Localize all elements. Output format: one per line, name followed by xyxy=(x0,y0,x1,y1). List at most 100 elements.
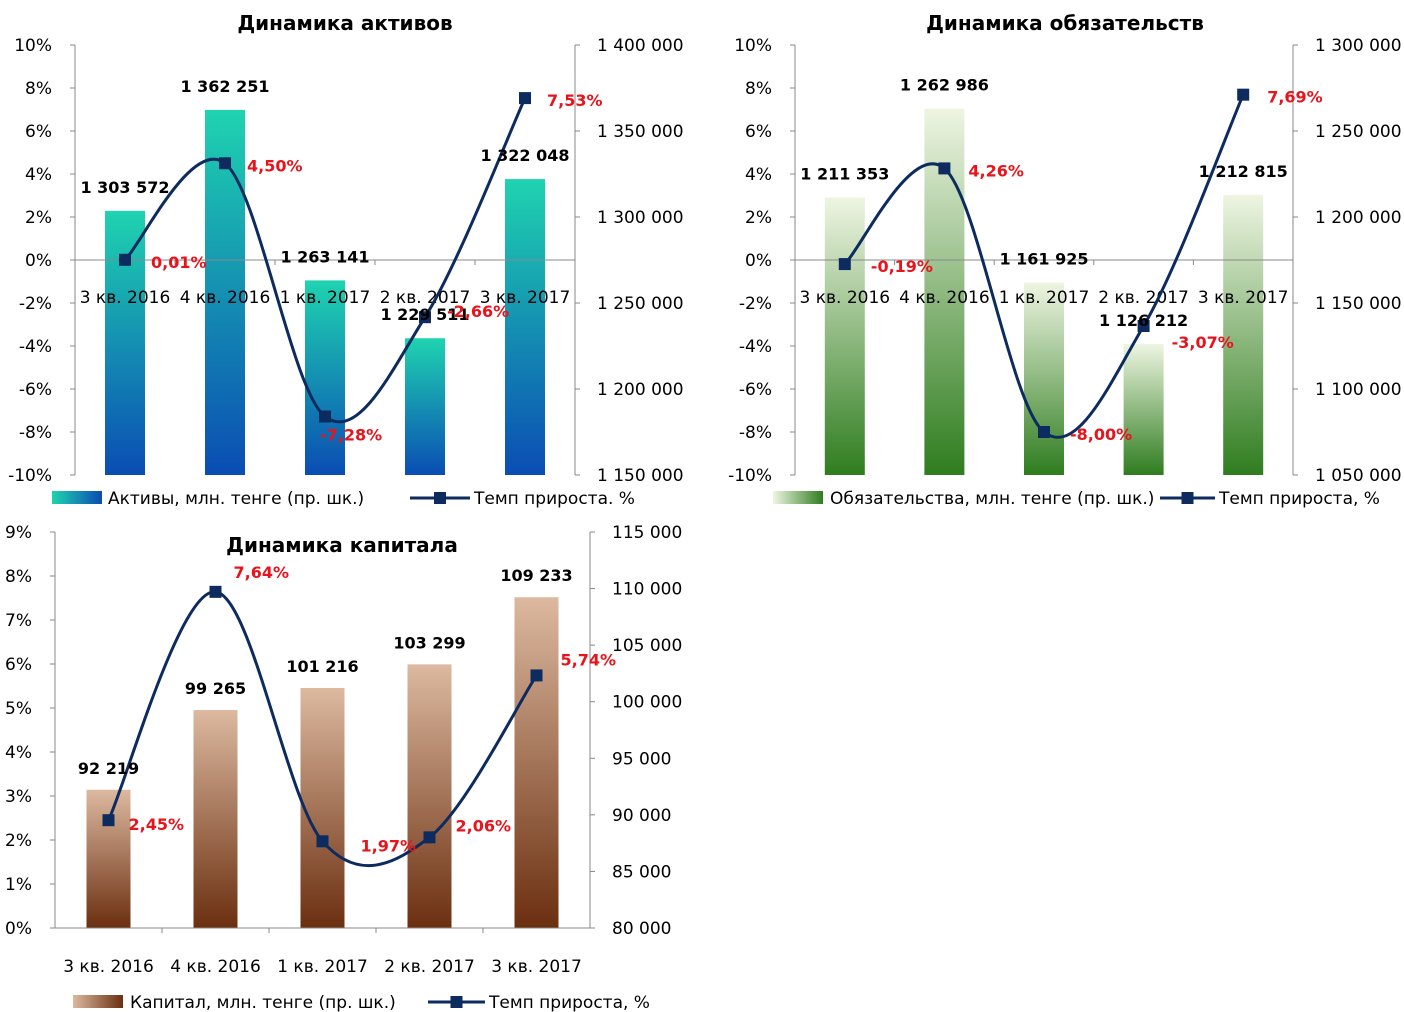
left-tick-label: 0% xyxy=(5,919,32,939)
right-tick-label: 110 000 xyxy=(612,580,682,600)
growth-value-label: 1,97% xyxy=(361,836,417,855)
category-label: 2 кв. 2017 xyxy=(380,288,471,308)
left-tick-label: 1% xyxy=(5,875,32,895)
left-tick-label: 4% xyxy=(745,165,772,185)
assets-chart-panel: Динамика активов -10% -8% -6% -4% -2% 0% 2% 4% 6%… xyxy=(0,0,700,515)
right-tick-label: 100 000 xyxy=(612,693,682,713)
bar-value-label: 1 161 925 xyxy=(999,249,1088,268)
growth-value-label: 7,69% xyxy=(1267,88,1323,107)
left-tick-label: -4% xyxy=(739,337,772,357)
growth-marker xyxy=(319,410,331,423)
right-tick-label: 85 000 xyxy=(612,862,671,882)
right-tick-label: 1 250 000 xyxy=(597,294,684,314)
growth-marker xyxy=(119,253,131,266)
capital-chart: Динамика капитала 0% 1% 2% 3% 4% 5% 6% 7% 8% 9% 80 … xyxy=(5,523,682,1012)
left-tick-label: -2% xyxy=(739,294,772,314)
left-tick-label: 3% xyxy=(5,787,32,807)
legend-bar-swatch xyxy=(73,995,123,1008)
bar-value-label: 1 263 141 xyxy=(280,247,369,266)
bar-value-label: 1 262 986 xyxy=(900,76,989,95)
bar xyxy=(1024,282,1064,475)
category-label: 1 кв. 2017 xyxy=(280,288,371,308)
capital-chart-panel: Динамика капитала 0% 1% 2% 3% 4% 5% 6% 7% 8% 9% 80 … xyxy=(0,515,700,1012)
bar xyxy=(514,597,559,928)
category-label: 3 кв. 2017 xyxy=(480,288,571,308)
legend-bar-label: Обязательства, млн. тенге (пр. шк.) xyxy=(830,489,1154,509)
left-tick-label: 10% xyxy=(14,36,52,56)
left-tick-label: -2% xyxy=(19,294,52,314)
bar xyxy=(305,280,345,475)
category-label: 3 кв. 2016 xyxy=(80,288,171,308)
left-tick-label: 2% xyxy=(5,831,32,851)
growth-value-label: -2,66% xyxy=(447,302,509,321)
legend-bar-swatch xyxy=(52,491,102,504)
category-label: 2 кв. 2017 xyxy=(1098,288,1189,308)
left-tick-label: -10% xyxy=(8,466,52,486)
category-label: 1 кв. 2017 xyxy=(999,288,1090,308)
bar xyxy=(205,109,245,475)
chart-title: Динамика активов xyxy=(237,11,452,35)
left-tick-label: 2% xyxy=(745,208,772,228)
growth-marker xyxy=(838,258,851,271)
legend-line-marker xyxy=(434,492,446,504)
bar xyxy=(407,664,452,928)
growth-value-label: -8,00% xyxy=(1070,425,1132,444)
legend-line-label: Темп прироста, % xyxy=(488,993,650,1012)
left-tick-label: -10% xyxy=(728,466,772,486)
left-tick-label: -6% xyxy=(739,380,772,400)
legend-line-marker xyxy=(450,996,463,1008)
right-tick-label: 95 000 xyxy=(612,749,671,769)
legend-bar-label: Активы, млн. тенге (пр. шк.) xyxy=(108,489,364,509)
liabilities-chart: Динамика обязательств -10% -8% -6% -4% -2% 0% 2… xyxy=(728,11,1402,509)
growth-value-label: 7,53% xyxy=(547,91,603,110)
left-tick-label: -4% xyxy=(19,337,52,357)
legend-bar-swatch xyxy=(773,491,823,504)
legend-bar-label: Капитал, млн. тенге (пр. шк.) xyxy=(130,993,396,1012)
bar-value-label: 92 219 xyxy=(78,759,139,778)
left-tick-label: 4% xyxy=(5,743,32,763)
left-tick-label: -6% xyxy=(19,380,52,400)
category-label: 3 кв. 2016 xyxy=(63,957,154,977)
left-tick-label: -8% xyxy=(739,423,772,443)
right-tick-label: 1 250 000 xyxy=(1315,122,1402,142)
growth-marker xyxy=(1137,320,1150,333)
growth-value-label: 2,06% xyxy=(456,816,512,835)
growth-marker xyxy=(423,831,436,844)
growth-value-label: 5,74% xyxy=(561,650,617,669)
growth-marker xyxy=(102,814,115,827)
legend-line-marker xyxy=(1181,492,1194,504)
growth-marker xyxy=(1237,88,1250,101)
right-tick-label: 1 300 000 xyxy=(1315,36,1402,56)
bar xyxy=(193,710,238,928)
bar-value-label: 1 322 048 xyxy=(480,146,569,165)
category-label: 4 кв. 2016 xyxy=(180,288,271,308)
category-label: 3 кв. 2017 xyxy=(1198,288,1289,308)
left-tick-label: 8% xyxy=(25,79,52,99)
growth-value-label: 4,26% xyxy=(968,161,1024,180)
growth-marker xyxy=(219,157,231,170)
liabilities-chart-panel: Динамика обязательств -10% -8% -6% -4% -2% 0% 2… xyxy=(715,0,1404,515)
left-tick-label: 6% xyxy=(25,122,52,142)
growth-value-label: -0,19% xyxy=(871,257,933,276)
bar xyxy=(824,197,865,475)
growth-marker xyxy=(938,162,951,175)
left-tick-label: 10% xyxy=(734,36,772,56)
right-tick-label: 1 300 000 xyxy=(597,208,684,228)
category-label: 4 кв. 2016 xyxy=(899,288,990,308)
right-tick-label: 1 150 000 xyxy=(597,466,684,486)
bar-value-label: 99 265 xyxy=(185,679,246,698)
right-tick-label: 1 100 000 xyxy=(1315,380,1402,400)
bar-value-label: 1 303 572 xyxy=(80,178,169,197)
right-tick-label: 1 150 000 xyxy=(1315,294,1402,314)
growth-marker xyxy=(209,585,222,598)
bar-value-label: 1 211 353 xyxy=(800,164,889,183)
bar-value-label: 109 233 xyxy=(500,566,572,585)
assets-chart: Динамика активов -10% -8% -6% -4% -2% 0% 2% 4% 6%… xyxy=(8,11,684,509)
legend-line-label: Темп прироста, % xyxy=(1218,489,1380,509)
bar xyxy=(505,179,545,475)
growth-line xyxy=(107,590,538,868)
left-tick-label: 0% xyxy=(25,251,52,271)
growth-value-label: -3,07% xyxy=(1172,333,1234,352)
left-tick-label: -8% xyxy=(19,423,52,443)
left-tick-label: 9% xyxy=(5,523,32,543)
